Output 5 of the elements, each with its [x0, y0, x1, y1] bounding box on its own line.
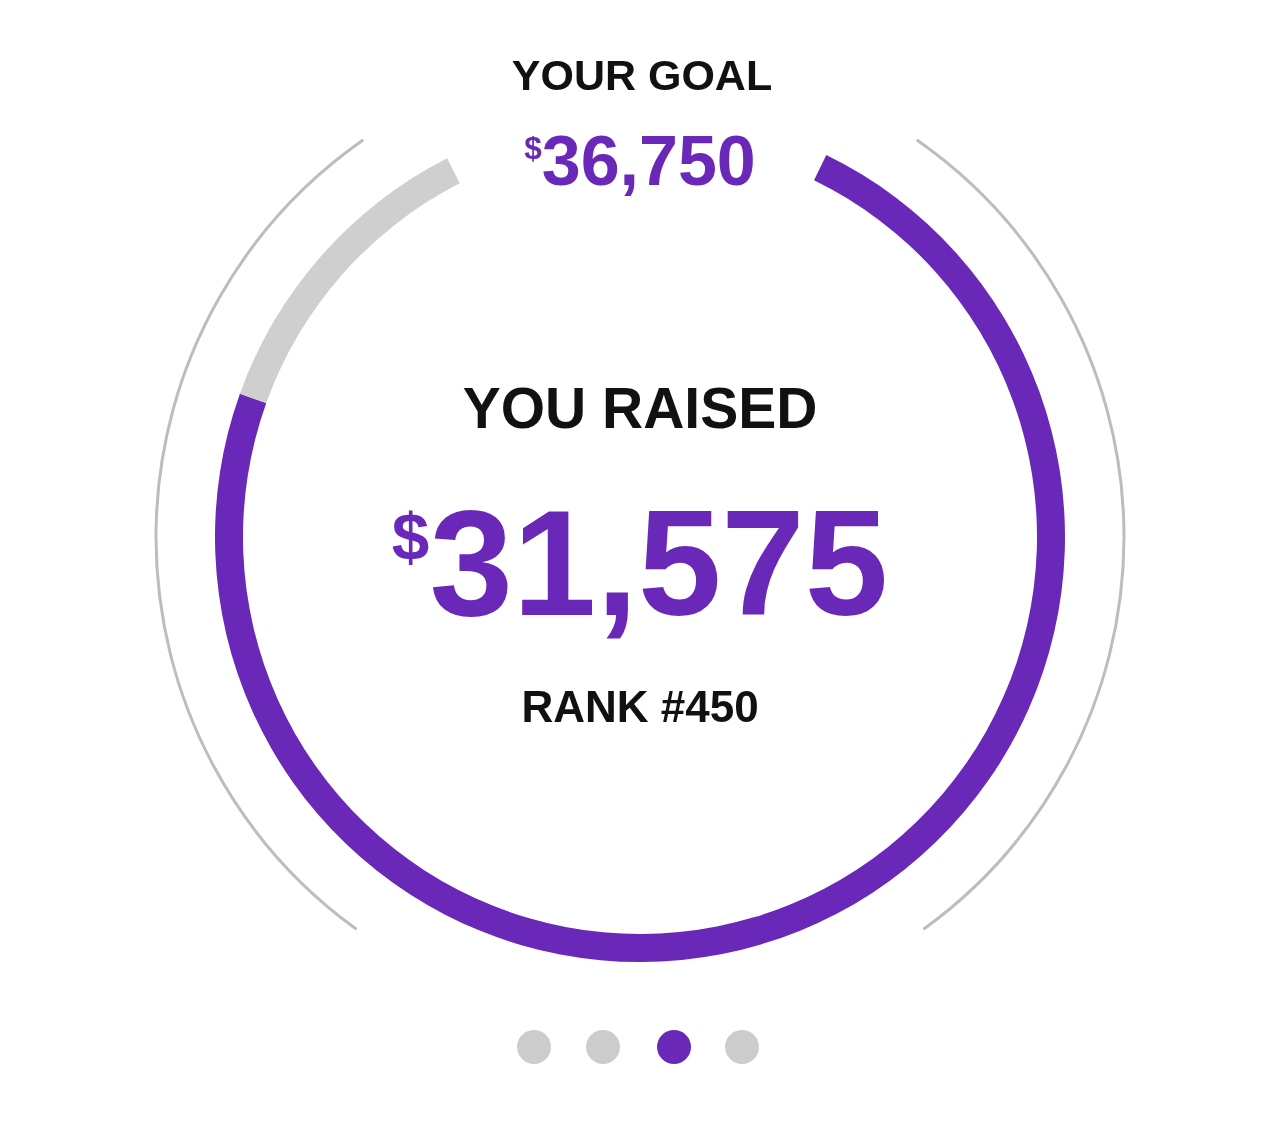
chart-subtitle: $^{$}$36,750: [524, 122, 756, 200]
text: $^{$}$31,575: [391, 479, 889, 647]
text: RANK #450: [521, 682, 759, 731]
text: YOU RAISED: [462, 376, 818, 440]
chart-title: YOUR GOAL: [511, 51, 773, 99]
